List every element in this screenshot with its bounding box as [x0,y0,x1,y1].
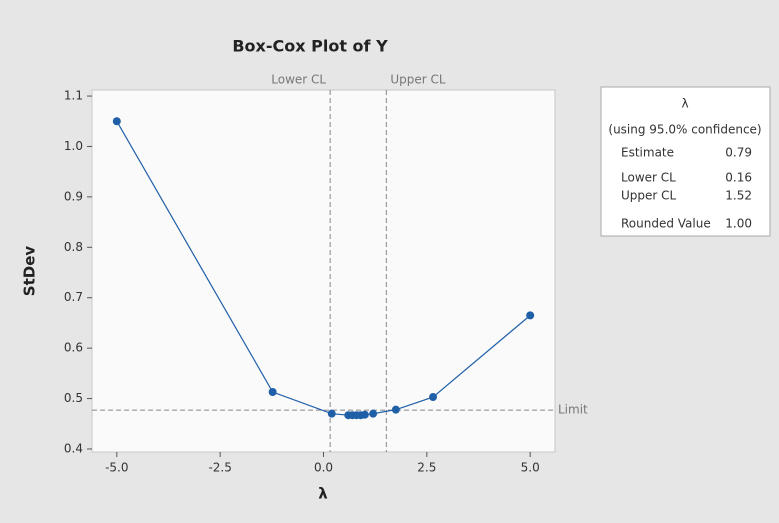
data-point [361,411,369,419]
stats-subtitle: (using 95.0% confidence) [608,123,761,137]
stats-label: Upper CL [621,189,677,203]
x-tick-label: -5.0 [105,461,128,475]
page: {"chart_data": {"type": "line", "title":… [0,0,779,523]
data-point [526,311,534,319]
data-point [328,410,336,418]
x-tick-label: -2.5 [208,461,231,475]
x-tick-label: 5.0 [521,461,540,475]
stats-value: 0.79 [725,146,752,160]
stats-value: 1.52 [725,189,752,203]
stats-title: λ [681,97,688,111]
limit-label: Limit [558,403,588,417]
stats-label: Rounded Value [621,217,711,231]
y-tick-label: 1.1 [64,89,83,103]
upper-cl-label: Upper CL [390,73,446,87]
y-tick-label: 0.8 [64,240,83,254]
y-tick-label: 0.6 [64,341,83,355]
y-axis-title: StDev [21,246,39,297]
lower-cl-label: Lower CL [271,73,326,87]
plot-area [92,90,555,452]
stats-value: 1.00 [725,217,752,231]
y-tick-label: 0.7 [64,290,83,304]
data-point [392,406,400,414]
y-tick-label: 0.5 [64,391,83,405]
data-point [269,388,277,396]
data-point [113,117,121,125]
chart-title: Box-Cox Plot of Y [232,37,388,56]
y-tick-label: 0.4 [64,441,83,455]
data-point [369,410,377,418]
data-point [429,393,437,401]
stats-value: 0.16 [725,171,752,185]
stats-label: Estimate [621,146,674,160]
chart: Box-Cox Plot of Y λ StDev λ (using 95.0%… [0,0,779,523]
stats-label: Lower CL [621,171,676,185]
x-tick-label: 2.5 [417,461,436,475]
y-tick-label: 1.0 [64,139,83,153]
y-tick-label: 0.9 [64,189,83,203]
x-axis-title: λ [318,485,328,503]
x-tick-label: 0.0 [314,461,333,475]
